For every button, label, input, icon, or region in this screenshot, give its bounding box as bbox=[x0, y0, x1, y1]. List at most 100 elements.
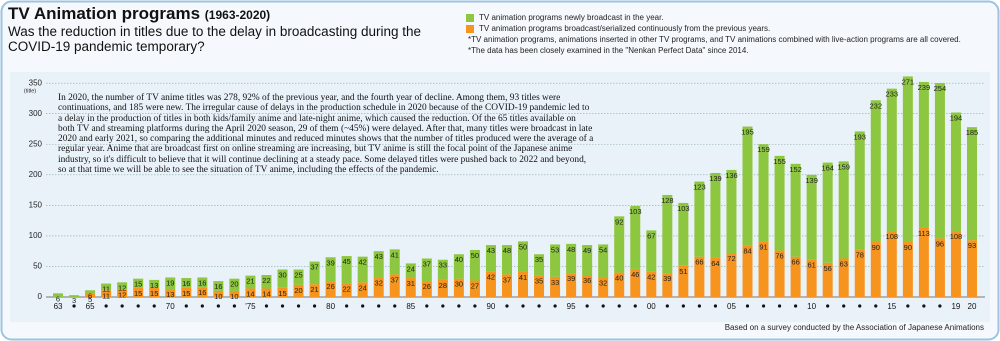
x-tick-dot bbox=[280, 304, 285, 308]
x-tick-dot bbox=[697, 304, 701, 308]
bar-segment bbox=[870, 242, 881, 297]
value-label: 67 bbox=[647, 231, 655, 240]
value-label: 22 bbox=[262, 276, 270, 285]
legend: TV animation programs newly broadcast in… bbox=[466, 12, 986, 56]
bar-segment bbox=[277, 269, 288, 288]
value-label: 78 bbox=[856, 250, 864, 259]
value-label: 66 bbox=[791, 258, 799, 267]
x-tick-dot bbox=[104, 304, 108, 308]
x-tick-label: 65 bbox=[86, 302, 95, 311]
value-label: 232 bbox=[870, 101, 883, 110]
value-label: 26 bbox=[326, 282, 334, 291]
value-label: 64 bbox=[711, 259, 719, 268]
value-label: 24 bbox=[359, 283, 367, 292]
bar-segment bbox=[341, 256, 352, 284]
bar-segment bbox=[966, 127, 977, 241]
value-label: 76 bbox=[775, 252, 783, 261]
x-tick-dot bbox=[938, 304, 942, 308]
bar-segment bbox=[469, 280, 480, 297]
value-label: 3 bbox=[72, 296, 76, 305]
value-label: 155 bbox=[773, 157, 786, 166]
bar-segment bbox=[534, 254, 545, 276]
legend-label: TV animation programs newly broadcast in… bbox=[479, 13, 664, 22]
bar-segment bbox=[501, 274, 512, 297]
x-tick-label: 10 bbox=[807, 302, 816, 311]
value-label: 14 bbox=[262, 289, 270, 298]
x-tick-label: 19 bbox=[951, 302, 960, 311]
x-tick-dot bbox=[120, 304, 124, 308]
x-tick-dot bbox=[585, 304, 589, 308]
x-tick-dot bbox=[200, 304, 204, 308]
bar-segment bbox=[854, 131, 865, 250]
bar-segment bbox=[758, 144, 769, 242]
value-label: 254 bbox=[934, 84, 947, 93]
value-label: 271 bbox=[902, 77, 915, 86]
bar-segment bbox=[870, 100, 881, 243]
y-tick-label: 150 bbox=[29, 200, 43, 209]
bar-segment bbox=[918, 227, 929, 297]
value-label: 164 bbox=[821, 164, 834, 173]
value-label: 30 bbox=[455, 280, 463, 289]
bar-segment bbox=[229, 278, 240, 291]
bar-segment bbox=[117, 289, 128, 297]
value-label: 50 bbox=[471, 251, 479, 260]
bar-segment bbox=[85, 293, 96, 297]
value-label: 15 bbox=[150, 289, 158, 298]
value-label: 26 bbox=[423, 282, 431, 291]
x-tick-dot bbox=[745, 304, 750, 308]
x-tick-label: 85 bbox=[406, 302, 415, 311]
value-label: 239 bbox=[918, 83, 931, 92]
bar-segment bbox=[437, 279, 448, 297]
x-tick-dot bbox=[906, 304, 910, 308]
value-label: 90 bbox=[872, 243, 880, 252]
bar-segment bbox=[806, 259, 817, 297]
bar-segment bbox=[902, 76, 913, 243]
bar-segment bbox=[261, 288, 272, 297]
value-label: 30 bbox=[278, 270, 286, 279]
value-label: 37 bbox=[391, 275, 399, 284]
value-label: 16 bbox=[198, 288, 206, 297]
x-tick-dot bbox=[665, 304, 669, 308]
value-label: 16 bbox=[198, 278, 206, 287]
bar-segment bbox=[534, 275, 545, 297]
bar-segment bbox=[101, 283, 112, 291]
value-label: 10 bbox=[214, 292, 222, 301]
value-label: 92 bbox=[615, 217, 623, 226]
x-tick-dot bbox=[473, 304, 477, 308]
value-label: 35 bbox=[535, 277, 543, 286]
bar-segment bbox=[405, 278, 416, 297]
value-label: 54 bbox=[599, 245, 607, 254]
value-label: 63 bbox=[840, 259, 848, 268]
value-label: 21 bbox=[246, 277, 254, 286]
bar-segment bbox=[293, 284, 304, 297]
x-tick-dot bbox=[553, 304, 557, 308]
bar-segment bbox=[934, 83, 945, 239]
value-label: 39 bbox=[326, 258, 334, 267]
bar-segment bbox=[373, 277, 384, 297]
bar-segment bbox=[309, 284, 320, 297]
bar-segment bbox=[453, 254, 464, 279]
bar-segment bbox=[485, 245, 496, 272]
note: *The data has been closely examined in t… bbox=[468, 46, 749, 55]
x-tick-label: 00 bbox=[647, 302, 656, 311]
bar-segment bbox=[662, 194, 673, 274]
x-tick-dot bbox=[441, 304, 445, 308]
bar-segment bbox=[325, 257, 336, 282]
bar-segment bbox=[934, 238, 945, 297]
value-label: 48 bbox=[567, 245, 575, 254]
bar-segment bbox=[726, 169, 737, 254]
y-unit-label: (title) bbox=[24, 89, 36, 95]
bar-segment bbox=[918, 81, 929, 228]
bar-segment bbox=[518, 271, 529, 297]
note: *TV animation programs, animations inser… bbox=[468, 35, 961, 44]
value-label: 96 bbox=[936, 239, 944, 248]
value-label: 19 bbox=[166, 278, 174, 287]
bar-segment bbox=[421, 281, 432, 297]
legend-item: TV animation programs newly broadcast in… bbox=[466, 12, 986, 23]
value-label: 42 bbox=[359, 258, 367, 267]
value-label: 32 bbox=[375, 278, 383, 287]
value-label: 46 bbox=[631, 270, 639, 279]
value-label: 27 bbox=[471, 281, 479, 290]
bar-segment bbox=[149, 287, 160, 297]
x-tick-dot bbox=[457, 304, 461, 308]
